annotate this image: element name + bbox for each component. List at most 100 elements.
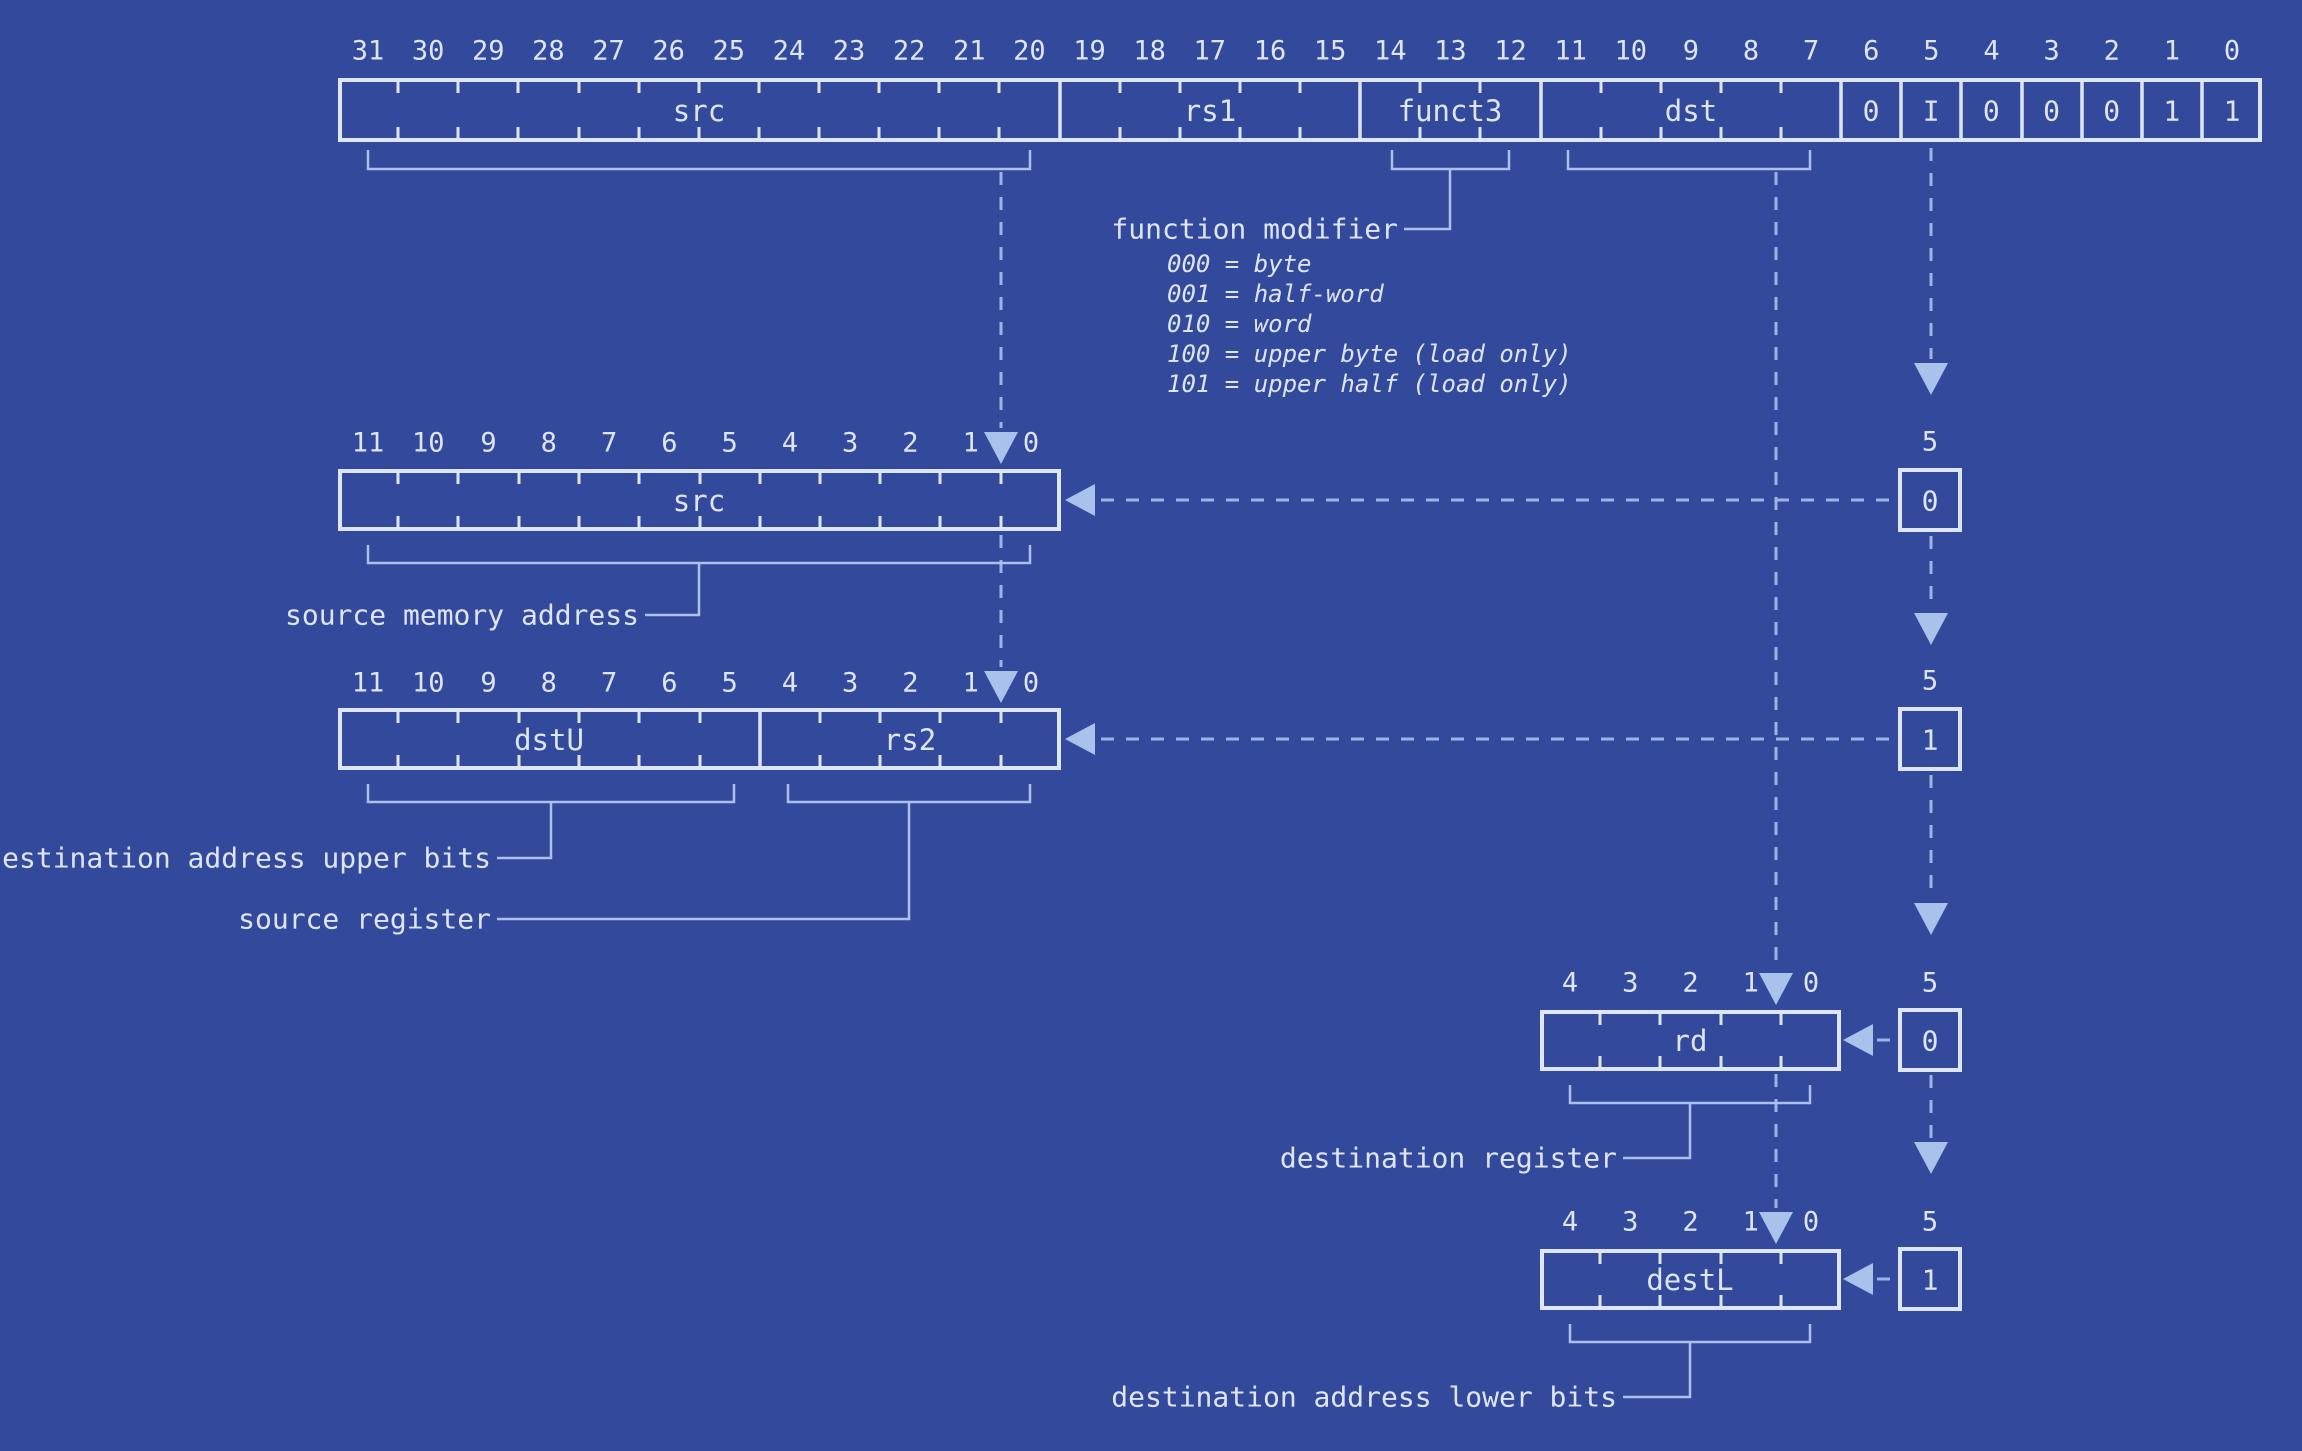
bit-number-label: 3: [1622, 968, 1638, 999]
bit-number-label: 0: [1023, 668, 1039, 699]
bit-number-label: 30: [412, 36, 445, 67]
destl-register-ticks: [1598, 1253, 1783, 1306]
bit-number-label: 13: [1434, 36, 1467, 67]
rd-register-box: [1540, 1010, 1841, 1071]
field-label-rs2: rs2: [884, 723, 936, 757]
source-memory-address-label: source memory address: [285, 599, 639, 632]
src-select-bit-value: 0: [1922, 485, 1939, 518]
bit-number-label: 1: [1743, 968, 1759, 999]
bit-number-label: 1: [1743, 1207, 1759, 1238]
bit-number-label: 8: [1743, 36, 1759, 67]
src-register-box: [338, 469, 1061, 531]
bit-number-label: 16: [1254, 36, 1287, 67]
bit-number-label: 4: [782, 668, 798, 699]
bit-number-label: 1: [2164, 36, 2180, 67]
bit-number-label: 1: [963, 668, 979, 699]
bit-number-label: 10: [412, 428, 445, 459]
fixed-bit-value: 1: [2224, 95, 2241, 128]
rd-select-bit-value: 0: [1922, 1025, 1939, 1058]
destl-select-bit-box: [1898, 1247, 1962, 1311]
destination-address-upper-bits-label: destination address upper bits: [0, 842, 491, 875]
src-register-callout-line: [645, 563, 701, 617]
field-label-src-register: src: [673, 484, 725, 518]
function-modifier-option: 100 = upper byte (load only): [1167, 340, 1572, 368]
bit-number-label: 11: [1554, 36, 1587, 67]
field-label-src: src: [673, 94, 725, 128]
destl-callout-line: [1623, 1342, 1692, 1399]
left-arrow-icon: [1843, 1024, 1873, 1056]
bit-number-label: 1: [963, 428, 979, 459]
down-arrow-icon: [984, 671, 1018, 703]
bit-number-label: 7: [601, 668, 617, 699]
destl-register-box: [1540, 1249, 1841, 1310]
source-register-label: source register: [238, 903, 491, 936]
bit-number-label: 19: [1073, 36, 1106, 67]
bit-number-label: 3: [1622, 1207, 1638, 1238]
bit-number-label: 2: [902, 428, 918, 459]
bit-number-label: 3: [2044, 36, 2060, 67]
bit-number-label: 4: [1983, 36, 1999, 67]
rs2-callout-line: [497, 802, 911, 921]
function-modifier-callout-line: [1404, 169, 1452, 231]
field-label-funct3: funct3: [1398, 94, 1503, 128]
bit-number-label: 14: [1374, 36, 1407, 67]
bit-number-label: 10: [1614, 36, 1647, 67]
src-field-bracket: [366, 150, 1032, 171]
bit-number-label: 4: [782, 428, 798, 459]
bit-number-label: 5: [721, 428, 737, 459]
destl-register-bit-numbers: 4 3 2 1 0: [1562, 1207, 1819, 1238]
bit-number-label: 22: [893, 36, 926, 67]
bit-number-label: 5: [721, 668, 737, 699]
rd-register-ticks: [1598, 1014, 1783, 1067]
left-arrow-icon: [1843, 1263, 1873, 1295]
bit-number-label: 10: [412, 668, 445, 699]
function-modifier-option: 010 = word: [1167, 310, 1312, 338]
dstu-select-bit-value: 1: [1922, 724, 1939, 757]
bit-number-label: 7: [601, 428, 617, 459]
destl-select-bit-value: 1: [1922, 1264, 1939, 1297]
function-modifier-option: 001 = half-word: [1167, 280, 1384, 308]
bit-number-label: 21: [953, 36, 986, 67]
destination-register-label: destination register: [1280, 1142, 1617, 1175]
field-label-dst: dst: [1665, 94, 1717, 128]
dstu-width-label: 5: [1922, 666, 1938, 697]
dstu-register-bit-numbers: 11 10 9 8 7 6 5 4 3 2 1 0: [352, 668, 1039, 699]
bit-number-label: 9: [480, 428, 496, 459]
bit-number-label: 8: [541, 428, 557, 459]
fixed-bit-value: 0: [2043, 95, 2060, 128]
down-arrow-icon: [1914, 903, 1948, 935]
bit-number-label: 9: [1683, 36, 1699, 67]
bit-number-label: 6: [661, 668, 677, 699]
instruction-register-box: [338, 78, 2262, 142]
src-select-bit-box: [1898, 468, 1962, 532]
bit-number-label: 28: [532, 36, 565, 67]
rd-callout-line: [1623, 1103, 1692, 1160]
bit-number-label: 7: [1803, 36, 1819, 67]
function-modifier-option: 101 = upper half (load only): [1167, 370, 1572, 398]
bit-number-label: 9: [480, 668, 496, 699]
field-label-rd: rd: [1673, 1024, 1708, 1058]
function-modifier-label: function modifier: [1111, 213, 1398, 246]
bit-number-label: 6: [1863, 36, 1879, 67]
src-register-bracket: [366, 545, 1032, 565]
left-arrow-icon: [1065, 484, 1095, 516]
destl-width-label: 5: [1922, 1207, 1938, 1238]
bit-number-label: 18: [1133, 36, 1166, 67]
fixed-bit-value: 1: [2163, 95, 2180, 128]
left-arrow-icon: [1065, 723, 1095, 755]
bit-number-label: 25: [713, 36, 746, 67]
fixed-bit-value: I: [1923, 95, 1940, 128]
bit-number-label: 2: [902, 668, 918, 699]
destination-address-lower-bits-label: destination address lower bits: [1111, 1381, 1617, 1414]
fixed-bit-value: 0: [2103, 95, 2120, 128]
function-modifier-option: 000 = byte: [1167, 250, 1312, 278]
bit-number-label: 3: [842, 668, 858, 699]
fixed-bit-value: 0: [1983, 95, 2000, 128]
rd-select-bit-box: [1898, 1008, 1962, 1072]
bit-number-label: 31: [352, 36, 385, 67]
src-width-label: 5: [1922, 427, 1938, 458]
dst-field-bracket: [1566, 150, 1812, 171]
bit-number-label: 11: [352, 668, 385, 699]
